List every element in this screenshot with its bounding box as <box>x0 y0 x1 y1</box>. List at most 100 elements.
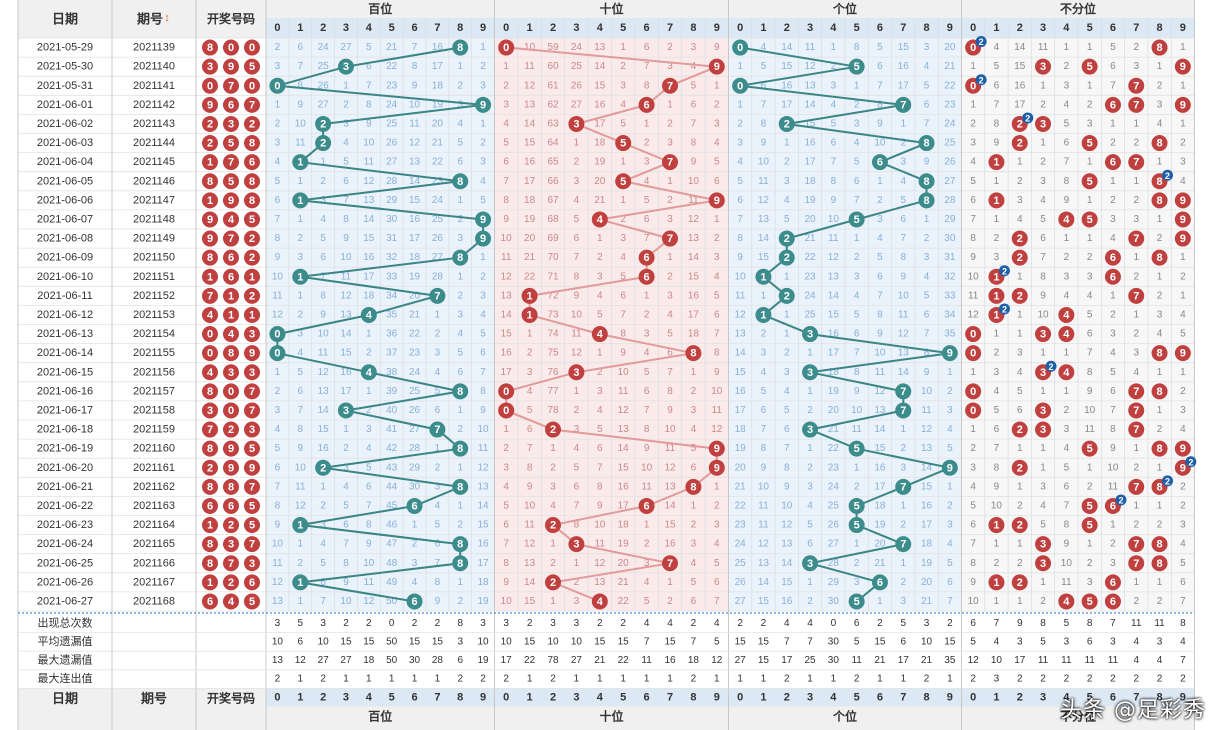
bufen-miss-value: 4 <box>1157 329 1163 340</box>
bai-digit-4: 4 <box>366 22 373 34</box>
ge-hit-ball <box>848 211 865 228</box>
bai-miss-value: 28 <box>386 176 398 187</box>
ge-stat-avg: 10 <box>921 636 933 647</box>
bai-miss-value: 22 <box>386 61 398 72</box>
bai-miss-value: 8 <box>412 61 418 72</box>
shi-miss-value: 7 <box>503 539 509 550</box>
ge-miss-value: 3 <box>761 348 767 359</box>
ge-miss-value: 24 <box>735 539 747 550</box>
bufen-hit-number: 2 <box>1017 424 1023 436</box>
bai-hit-ball <box>429 421 446 438</box>
ge-miss-value: 21 <box>804 233 816 244</box>
row-issue: 2021143 <box>133 118 175 130</box>
ge-miss-value: 19 <box>735 443 747 454</box>
bai-miss-value: 1 <box>480 252 486 263</box>
draw-ball <box>244 593 260 610</box>
draw-ball-number: 3 <box>207 405 213 417</box>
draw-ball <box>244 173 260 190</box>
ge-miss-value: 8 <box>924 348 930 359</box>
ge-miss-value: 4 <box>854 290 860 301</box>
shi-miss-value: 11 <box>665 443 676 454</box>
bufen-miss-value: 5 <box>1017 386 1023 397</box>
draw-ball-number: 4 <box>207 309 214 321</box>
bufen-hit-ball <box>1035 421 1052 438</box>
shi-miss-value: 3 <box>620 80 626 91</box>
ge-miss-value: 5 <box>761 61 767 72</box>
shi-footer-digit-6: 6 <box>644 691 650 703</box>
shi-miss-value: 13 <box>618 424 630 435</box>
draw-ball-number: 1 <box>228 290 234 302</box>
bufen-miss-value: 2 <box>1133 462 1139 473</box>
draw-ball <box>202 58 218 75</box>
shi-miss-value: 15 <box>688 271 700 282</box>
bufen-hit-number: 7 <box>1133 481 1139 493</box>
bai-hit-number: 0 <box>274 80 280 92</box>
ge-miss-value: 2 <box>854 481 860 492</box>
ge-miss-value: 33 <box>944 290 956 301</box>
ge-miss-value: 6 <box>900 214 906 225</box>
shi-miss-value: 13 <box>594 577 606 588</box>
draw-ball <box>244 115 260 132</box>
bufen-hit-ball <box>1128 421 1145 438</box>
shi-miss-value: 2 <box>503 80 509 91</box>
ge-footer-header: 个位 <box>832 708 857 723</box>
bai-miss-value: 4 <box>366 443 372 454</box>
bai-digit-1: 1 <box>297 22 303 34</box>
bufen-miss-value: 1 <box>1017 329 1023 340</box>
shi-miss-value: 3 <box>691 539 697 550</box>
shi-hit-ball <box>545 421 561 438</box>
bai-miss-value: 3 <box>457 309 463 320</box>
bai-miss-value: 35 <box>386 309 398 320</box>
shi-miss-value: 6 <box>527 424 533 435</box>
bai-miss-value: 9 <box>366 539 372 550</box>
bai-miss-value: 2 <box>366 348 372 359</box>
ge-miss-value: 14 <box>781 558 793 569</box>
shi-hit-number: 7 <box>667 80 673 92</box>
shi-miss-value: 12 <box>501 271 513 282</box>
bai-miss-value: 46 <box>386 520 398 531</box>
bufen-hit-ball <box>1128 478 1145 495</box>
draw-ball-number: 4 <box>228 596 235 608</box>
bufen-stat-avg: 3 <box>1064 636 1070 647</box>
bai-miss-value: 38 <box>386 367 398 378</box>
bufen-stat-avg: 4 <box>994 636 1000 647</box>
bufen-miss-value: 1 <box>1017 157 1023 168</box>
bai-miss-value: 27 <box>432 252 444 263</box>
bai-hit-ball <box>292 517 309 534</box>
bufen-hit-ball <box>988 192 1005 209</box>
ge-miss-value: 9 <box>877 118 883 129</box>
bai-miss-value: 3 <box>297 252 303 263</box>
draw-ball-number: 1 <box>228 309 234 321</box>
bufen-miss-value: 11 <box>1084 424 1095 435</box>
shi-digit-5: 5 <box>620 22 626 34</box>
bai-miss-value: 23 <box>386 80 398 91</box>
shi-stat-count: 2 <box>597 618 603 629</box>
ge-stat-count: 2 <box>947 618 953 629</box>
ge-miss-value: 25 <box>804 309 816 320</box>
ge-miss-value: 1 <box>854 539 860 550</box>
ge-miss-value: 11 <box>758 176 769 187</box>
draw-ball-number: 3 <box>249 558 255 570</box>
draw-ball <box>244 249 260 266</box>
bai-miss-value: 21 <box>432 138 444 149</box>
bufen-hit-number: 0 <box>970 42 976 54</box>
repeat-count: 2 <box>1049 362 1054 372</box>
ge-stat-avg: 7 <box>784 636 790 647</box>
ge-hit-number: 7 <box>900 99 906 111</box>
bai-stat-max: 18 <box>363 655 375 666</box>
bai-hit-ball <box>269 77 286 94</box>
bufen-footer-digit-6: 6 <box>1110 691 1116 703</box>
shi-miss-value: 11 <box>571 329 582 340</box>
bai-miss-value: 12 <box>318 367 330 378</box>
shi-miss-value: 2 <box>574 577 580 588</box>
draw-ball-number: 1 <box>207 520 213 532</box>
shi-miss-value: 1 <box>503 424 509 435</box>
draw-ball <box>202 211 218 228</box>
shi-miss-value: 71 <box>547 271 559 282</box>
bai-miss-value: 10 <box>295 118 307 129</box>
bai-miss-value: 43 <box>386 462 398 473</box>
shi-miss-value: 12 <box>618 405 630 416</box>
shi-miss-value: 10 <box>641 462 653 473</box>
draw-ball <box>223 459 239 476</box>
bufen-miss-value: 1 <box>1157 214 1163 225</box>
